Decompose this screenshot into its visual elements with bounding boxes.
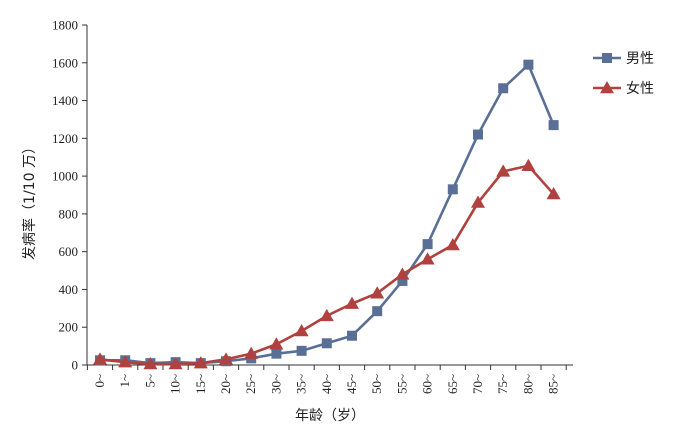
- x-tick-label: 70~: [470, 374, 485, 394]
- data-point: [193, 356, 208, 369]
- data-point: [445, 238, 460, 251]
- x-tick-label: 80~: [520, 374, 535, 394]
- y-tick-label: 600: [59, 244, 79, 259]
- x-axis-title: 年龄（岁）: [295, 408, 365, 424]
- x-tick-label: 5~: [142, 374, 157, 388]
- data-point: [546, 187, 561, 200]
- x-tick-label: 50~: [369, 374, 384, 394]
- data-point: [269, 337, 284, 350]
- x-tick-label: 25~: [243, 374, 258, 394]
- x-axis: 0~ 1~ 5~ 10~ 15~ 20~ 25~ 30~ 35~ 40~ 45~ 50~ 55~ 60~ 6…: [86, 364, 573, 394]
- x-tick-label: 35~: [294, 374, 309, 394]
- x-tick-label: 40~: [319, 374, 334, 394]
- y-tick-label: 1600: [52, 55, 78, 70]
- y-tick-label: 1800: [52, 18, 78, 33]
- data-point: [345, 296, 359, 309]
- y-tick-label: 1400: [52, 93, 78, 108]
- x-tick-label: 75~: [495, 374, 510, 394]
- data-point: [422, 239, 433, 250]
- y-tick-label: 400: [59, 282, 79, 297]
- data-point: [420, 252, 435, 265]
- x-tick-label: 20~: [218, 374, 233, 394]
- x-tick-label: 45~: [344, 374, 359, 394]
- data-point: [498, 83, 509, 94]
- data-point: [347, 330, 357, 341]
- x-tick-label: 55~: [394, 374, 409, 394]
- data-point: [523, 59, 534, 70]
- x-tick-label: 10~: [168, 374, 183, 394]
- x-tick-label: 60~: [420, 374, 435, 394]
- legend-label: 女性: [626, 80, 654, 97]
- y-tick-label: 800: [59, 206, 79, 221]
- data-point: [93, 352, 107, 365]
- x-tick-label: 30~: [268, 374, 283, 394]
- x-tick-label: 85~: [546, 374, 561, 394]
- data-point: [372, 306, 383, 317]
- y-tick-label: 200: [59, 320, 79, 335]
- data-point: [447, 184, 458, 195]
- triangle-marker-icon: [600, 81, 614, 94]
- data-point: [473, 129, 483, 140]
- data-point: [118, 355, 133, 368]
- series-2: [93, 158, 561, 370]
- data-point: [294, 324, 309, 337]
- square-marker-icon: [602, 53, 612, 63]
- data-point: [521, 158, 536, 171]
- data-point: [244, 346, 259, 359]
- x-tick-label: 65~: [445, 374, 460, 394]
- data-point: [296, 345, 307, 356]
- y-tick-label: 0: [72, 358, 79, 373]
- y-tick-label: 1200: [52, 131, 78, 146]
- legend-label: 男性: [626, 51, 654, 67]
- data-point: [397, 275, 408, 286]
- x-tick-label: 0~: [92, 374, 107, 388]
- series-line: [99, 164, 555, 366]
- data-point: [168, 357, 183, 370]
- data-point: [370, 286, 385, 299]
- data-point: [496, 164, 511, 177]
- x-tick-label: 15~: [193, 374, 208, 394]
- data-point: [319, 308, 334, 322]
- data-point: [143, 357, 158, 370]
- data-point: [395, 267, 410, 280]
- data-point: [471, 195, 485, 208]
- data-point: [548, 120, 559, 131]
- data-point: [219, 352, 233, 365]
- y-axis-title: 发病率（1/10 万）: [21, 140, 38, 260]
- data-point: [321, 338, 332, 349]
- x-tick-label: 1~: [117, 374, 132, 388]
- y-tick-label: 1000: [52, 169, 78, 184]
- series-layer: [93, 59, 561, 370]
- data-point: [271, 348, 282, 359]
- y-axis: 0 200 400 600 800 1000 1200 1400 1600 1800: [52, 18, 88, 373]
- series-1: [95, 59, 559, 369]
